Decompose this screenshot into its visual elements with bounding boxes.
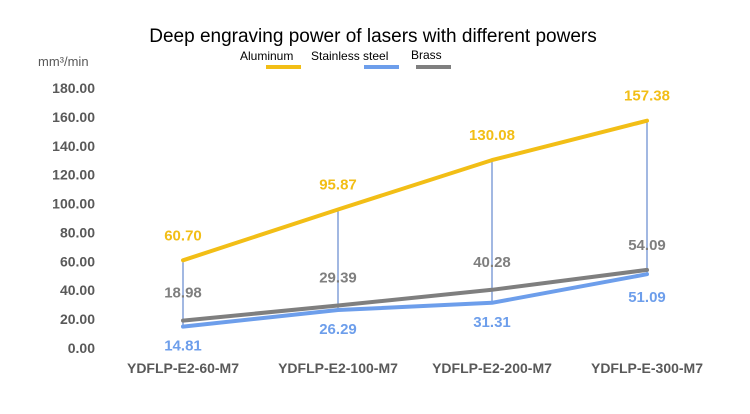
legend-label-aluminum: Aluminum bbox=[240, 49, 293, 63]
data-label-stainless-steel: 26.29 bbox=[319, 321, 357, 338]
y-tick-label: 0.00 bbox=[68, 340, 95, 356]
data-label-brass: 40.28 bbox=[473, 254, 511, 271]
data-labels: 60.70 95.87 130.08 157.38 14.81 26.29 31.31 51.… bbox=[164, 88, 670, 355]
data-label-stainless-steel: 51.09 bbox=[628, 289, 666, 306]
data-label-aluminum: 157.38 bbox=[624, 88, 670, 105]
data-label-brass: 29.39 bbox=[319, 270, 357, 287]
y-tick-label: 160.00 bbox=[52, 109, 95, 125]
data-label-stainless-steel: 31.31 bbox=[473, 314, 511, 331]
y-axis-unit: mm³/min bbox=[38, 54, 89, 69]
data-label-aluminum: 130.08 bbox=[469, 127, 515, 144]
y-tick-label: 100.00 bbox=[52, 196, 95, 212]
y-tick-label: 140.00 bbox=[52, 138, 95, 154]
y-tick-label: 180.00 bbox=[52, 80, 95, 96]
legend: Aluminum Stainless steel Brass bbox=[240, 48, 451, 69]
series-line-stainless-steel bbox=[181, 272, 649, 329]
data-label-brass: 18.98 bbox=[164, 285, 202, 302]
x-axis-categories: YDFLP-E2-60-M7 YDFLP-E2-100-M7 YDFLP-E2-20… bbox=[127, 360, 703, 376]
y-tick-label: 20.00 bbox=[60, 311, 95, 327]
series-lines bbox=[181, 118, 649, 329]
drop-lines bbox=[182, 120, 648, 327]
chart-title: Deep engraving power of lasers with diff… bbox=[149, 26, 596, 47]
data-label-stainless-steel: 14.81 bbox=[164, 338, 202, 355]
data-label-brass: 54.09 bbox=[628, 237, 666, 254]
y-tick-label: 80.00 bbox=[60, 224, 95, 240]
series-line-brass bbox=[181, 267, 649, 323]
x-category-label: YDFLP-E2-60-M7 bbox=[127, 360, 239, 376]
y-tick-label: 120.00 bbox=[52, 167, 95, 183]
x-category-label: YDFLP-E2-100-M7 bbox=[278, 360, 398, 376]
series-line-aluminum bbox=[181, 118, 649, 263]
data-label-aluminum: 60.70 bbox=[164, 227, 202, 244]
y-axis-ticks: 0.00 20.00 40.00 60.00 80.00 100.00 120.00 140.… bbox=[52, 80, 95, 356]
x-category-label: YDFLP-E-300-M7 bbox=[591, 360, 703, 376]
y-tick-label: 60.00 bbox=[60, 253, 95, 269]
y-tick-label: 40.00 bbox=[60, 282, 95, 298]
x-category-label: YDFLP-E2-200-M7 bbox=[432, 360, 552, 376]
data-label-aluminum: 95.87 bbox=[319, 177, 357, 194]
legend-label-brass: Brass bbox=[411, 48, 442, 62]
legend-label-stainless-steel: Stainless steel bbox=[311, 49, 388, 63]
